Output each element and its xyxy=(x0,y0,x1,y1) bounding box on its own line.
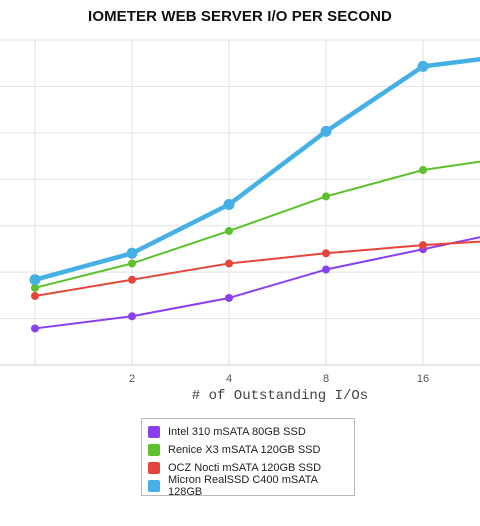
data-point xyxy=(225,293,233,302)
x-tick-label: 4 xyxy=(226,373,232,385)
x-axis-label: # of Outstanding I/Os xyxy=(191,388,369,404)
data-point xyxy=(225,259,233,268)
chart-title: IOMETER WEB SERVER I/O PER SECOND xyxy=(88,8,392,25)
legend-item: Renice X3 mSATA 120GB SSD xyxy=(148,441,354,459)
series-lines xyxy=(29,56,480,333)
legend: Intel 310 mSATA 80GB SSD Renice X3 mSATA… xyxy=(141,418,355,498)
data-point xyxy=(29,274,41,286)
legend-swatch xyxy=(148,480,160,492)
legend-label: Intel 310 mSATA 80GB SSD xyxy=(168,426,306,438)
legend-item: Micron RealSSD C400 mSATA 128GB xyxy=(148,474,354,498)
data-point xyxy=(320,125,332,137)
legend-label: Renice X3 mSATA 120GB SSD xyxy=(168,444,321,456)
x-tick-label: 8 xyxy=(323,373,329,385)
data-point xyxy=(31,291,39,300)
data-point xyxy=(128,259,136,268)
legend-label: OCZ Nocti mSATA 120GB SSD xyxy=(168,462,322,474)
data-point xyxy=(322,192,330,201)
data-point xyxy=(128,275,136,284)
x-tick-labels: 2481632 xyxy=(129,373,429,385)
legend-swatch xyxy=(148,426,160,438)
legend-swatch xyxy=(148,462,160,474)
legend-label: Micron RealSSD C400 mSATA 128GB xyxy=(168,474,318,498)
legend-item: OCZ Nocti mSATA 120GB SSD xyxy=(148,459,354,477)
data-point xyxy=(419,241,427,250)
x-tick-label: 16 xyxy=(417,373,429,385)
data-point xyxy=(31,283,39,292)
data-point xyxy=(128,312,136,321)
data-point xyxy=(31,324,39,333)
legend-item: Intel 310 mSATA 80GB SSD xyxy=(148,423,354,441)
series-line xyxy=(34,240,480,297)
data-point xyxy=(417,60,429,72)
legend-swatch xyxy=(148,444,160,456)
gridlines xyxy=(0,39,480,366)
data-point xyxy=(223,199,235,211)
data-point xyxy=(322,265,330,274)
x-tick-label: 2 xyxy=(129,373,135,385)
data-point xyxy=(225,226,233,235)
series-line xyxy=(34,160,480,289)
data-point xyxy=(126,247,138,259)
data-point xyxy=(419,166,427,174)
data-point xyxy=(322,249,330,258)
